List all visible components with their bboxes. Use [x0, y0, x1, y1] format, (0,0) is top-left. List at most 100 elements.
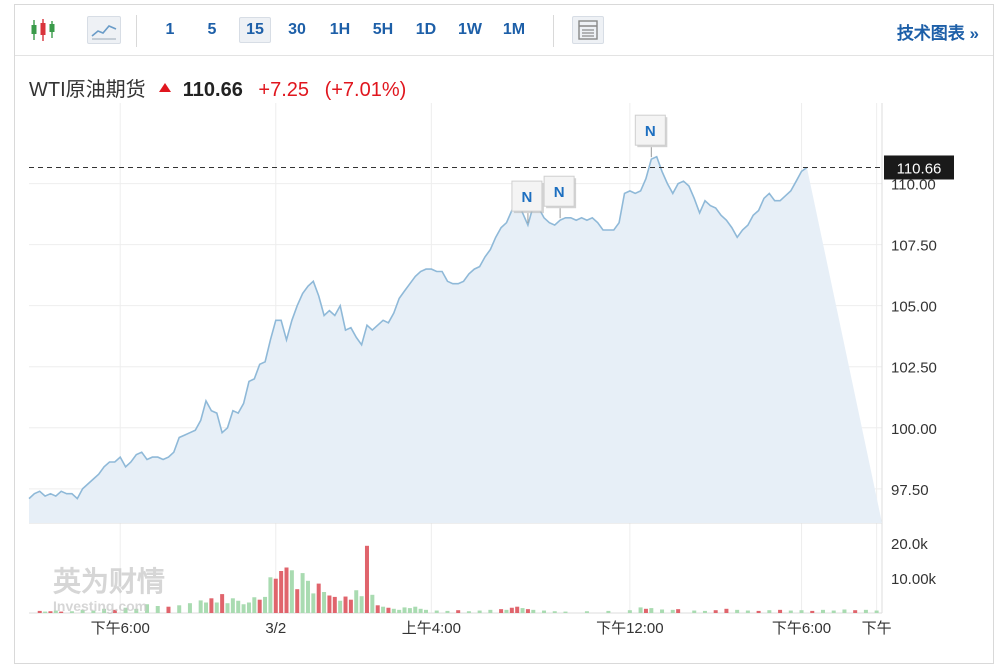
interval-5h-button[interactable]: 5H — [372, 21, 394, 38]
volume-bar — [236, 600, 241, 613]
toolbar-separator — [136, 15, 137, 47]
interval-30-button[interactable]: 30 — [288, 21, 306, 38]
volume-bar — [525, 609, 530, 613]
volume-bar — [638, 607, 643, 613]
volume-bar — [263, 596, 268, 613]
interval-5-button[interactable]: 5 — [207, 21, 217, 38]
volume-bar — [820, 609, 825, 613]
volume-bar — [134, 608, 139, 613]
volume-bar — [418, 608, 423, 613]
volume-bar — [343, 596, 348, 613]
y-tick-label: 100.00 — [891, 421, 937, 438]
interval-1h-button[interactable]: 1H — [329, 21, 351, 38]
interval-1d-button[interactable]: 1D — [415, 21, 437, 38]
volume-bar — [284, 567, 289, 613]
interval-1-button[interactable]: 1 — [165, 21, 175, 38]
x-tick-label: 下午12:00 — [596, 620, 664, 637]
volume-bar — [788, 610, 793, 613]
news-marker-box — [634, 114, 666, 146]
news-marker-label: N — [522, 189, 533, 206]
volume-bar — [220, 594, 225, 613]
volume-bar — [606, 610, 611, 613]
volume-bar — [745, 610, 750, 613]
volume-bar — [660, 609, 665, 613]
volume-bar — [59, 611, 64, 613]
volume-bar — [112, 609, 117, 613]
y-tick-label: 107.50 — [891, 238, 937, 255]
volume-bar — [209, 598, 214, 613]
volume-bar — [842, 609, 847, 613]
last-price-tag — [884, 155, 954, 180]
volume-bar — [364, 545, 369, 613]
candlestick-chart-icon[interactable] — [29, 16, 57, 44]
news-marker-box — [511, 180, 543, 212]
interval-15-button[interactable]: 15 — [239, 17, 271, 43]
volume-bar — [252, 597, 257, 613]
volume-bar — [874, 610, 879, 613]
news-marker[interactable]: N — [543, 175, 577, 219]
chart-widget: 1 5 15 30 1H 5H 1D 1W 1M 技术图表 » WTI原油期货 … — [14, 4, 994, 664]
volume-bar — [515, 606, 520, 613]
volume-bar — [504, 609, 509, 613]
volume-bar — [670, 609, 675, 613]
volume-bar — [488, 609, 493, 613]
volume-bar — [279, 571, 284, 613]
volume-bar — [386, 607, 391, 613]
news-marker[interactable]: N — [634, 114, 668, 158]
volume-bar — [43, 611, 48, 613]
x-tick-label: 下午6:00 — [772, 620, 831, 637]
volume-bar — [407, 608, 412, 613]
volume-bar — [831, 610, 836, 613]
news-marker-label: N — [554, 184, 565, 201]
news-marker[interactable]: N — [511, 180, 544, 224]
volume-bar — [713, 610, 718, 613]
volume-bar — [246, 602, 251, 613]
volume-bar — [799, 610, 804, 613]
volume-bar — [756, 610, 761, 613]
chart-toolbar: 1 5 15 30 1H 5H 1D 1W 1M 技术图表 » — [15, 5, 993, 56]
technical-chart-link[interactable]: 技术图表 » — [896, 24, 979, 43]
quote-header: WTI原油期货 110.66 +7.25 (+7.01%) — [29, 75, 406, 105]
volume-bar — [316, 583, 321, 613]
volume-bar — [767, 610, 772, 613]
volume-bar — [348, 599, 353, 613]
volume-bar — [322, 592, 327, 613]
volume-bar — [166, 606, 171, 613]
volume-bar — [53, 610, 58, 613]
volume-bar — [354, 590, 359, 613]
volume-bar — [702, 610, 707, 613]
volume-bar — [225, 603, 230, 613]
volume-bar — [853, 610, 858, 613]
volume-bar — [778, 609, 783, 613]
up-arrow-icon — [159, 83, 172, 92]
interval-1m-button[interactable]: 1M — [502, 21, 526, 38]
last-price-label: 110.66 — [897, 160, 942, 177]
volume-bar — [69, 611, 74, 613]
price-chart: N N N 97.50 100.00 102.50 105.00 107.50 110.00 下… — [28, 103, 954, 637]
volume-bar — [542, 610, 547, 613]
y-tick-label: 102.50 — [891, 360, 937, 377]
volume-bar — [477, 610, 482, 613]
interval-1w-button[interactable]: 1W — [458, 21, 482, 38]
area-chart-icon[interactable] — [87, 16, 121, 44]
last-price: 110.66 — [182, 79, 243, 101]
volume-bar — [520, 608, 525, 613]
volume-bar — [338, 600, 343, 613]
y-tick-label: 110.00 — [891, 177, 936, 194]
x-tick-label: 下午 — [862, 620, 892, 637]
volume-bar — [552, 611, 557, 613]
volume-bar — [649, 608, 654, 613]
volume-bar — [359, 596, 364, 613]
volume-bar — [381, 606, 386, 613]
volume-bar — [48, 611, 53, 613]
volume-bar — [214, 602, 219, 613]
volume-bar — [187, 603, 192, 613]
volume-bar — [531, 609, 536, 613]
volume-bar — [257, 599, 262, 613]
volume-bar — [445, 610, 450, 613]
data-table-icon[interactable] — [572, 16, 604, 44]
volume-bar — [273, 578, 278, 613]
volume-bar — [627, 610, 632, 613]
volume-bar — [145, 604, 150, 613]
volume-tick-label: 10.00k — [891, 571, 937, 588]
